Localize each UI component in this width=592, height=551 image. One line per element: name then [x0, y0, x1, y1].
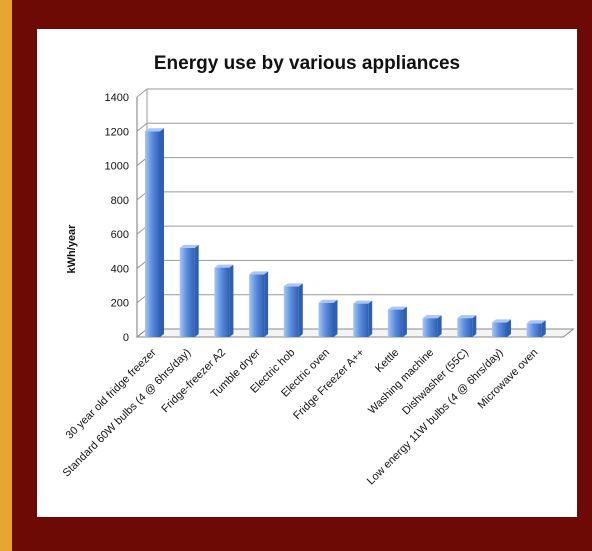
bar-side — [541, 320, 546, 337]
bar — [318, 299, 338, 337]
bar-side — [402, 306, 407, 337]
bar — [249, 271, 269, 337]
bar — [387, 306, 407, 337]
bar-side — [298, 283, 303, 337]
category-label: Fridge-freezer A2 — [159, 347, 228, 416]
bar — [353, 300, 373, 337]
bar-top — [214, 264, 234, 268]
bar — [179, 244, 199, 337]
y-tick-label: 800 — [111, 195, 129, 207]
bar-top — [249, 271, 269, 275]
category-label: Dishwasher (55C) — [400, 347, 471, 418]
gridlines — [135, 88, 575, 338]
bar-side — [437, 315, 442, 337]
bar-top — [526, 320, 546, 324]
bar-side — [264, 271, 269, 337]
bar-top — [179, 244, 199, 248]
bars — [145, 128, 546, 337]
bar-top — [457, 315, 477, 319]
bar-front — [318, 302, 334, 337]
category-label: Microwave oven — [476, 347, 541, 412]
bar-side — [368, 300, 373, 337]
bar-top — [318, 299, 338, 303]
bar-front — [179, 247, 195, 337]
bar-front — [214, 267, 230, 337]
bar — [457, 315, 477, 337]
y-tick-label: 600 — [111, 229, 129, 241]
bar-front — [492, 322, 507, 337]
bar-front — [353, 303, 369, 337]
bar — [145, 128, 164, 337]
y-tick-label: 200 — [111, 298, 129, 310]
bar-front — [526, 323, 542, 337]
bar-front — [145, 131, 160, 337]
bar-side — [194, 244, 199, 337]
y-tick-label: 400 — [111, 263, 129, 275]
bar-top — [283, 283, 303, 287]
bar-top — [145, 128, 164, 132]
y-axis-label: kWh/year — [66, 224, 78, 274]
gridline-depth — [136, 88, 148, 98]
bar-side — [507, 319, 511, 337]
category-label: Standard 60W bulbs (4 @ 6hrs/day) — [61, 347, 194, 480]
bar — [214, 264, 234, 337]
category-label: Kettle — [373, 347, 401, 375]
gridline-depth — [136, 122, 148, 132]
bar — [283, 283, 303, 337]
bar — [492, 319, 511, 337]
bar-front — [422, 318, 438, 337]
bar — [526, 320, 546, 337]
bar-side — [229, 264, 234, 337]
category-label: Washing machine — [366, 347, 436, 417]
bar-side — [472, 315, 477, 337]
bar-front — [387, 309, 403, 337]
chart-title: Energy use by various appliances — [154, 53, 460, 74]
bar-top — [492, 319, 511, 323]
bar-top — [422, 315, 442, 319]
bar-top — [387, 306, 407, 310]
bar-front — [249, 274, 265, 337]
y-tick-label: 1000 — [105, 161, 129, 173]
chart-panel: Energy use by various appliances kWh/yea… — [37, 29, 577, 517]
y-tick-label: 0 — [123, 332, 129, 344]
bar-front — [457, 318, 473, 337]
y-tick-label: 1200 — [105, 126, 129, 138]
y-axis-ticks: 0 200 400 600 800 1000 1200 1400 — [105, 92, 129, 344]
bar-chart: Energy use by various appliances kWh/yea… — [61, 53, 575, 487]
bar — [422, 315, 442, 337]
bar-side — [160, 128, 164, 337]
bar-top — [353, 300, 373, 304]
bar-front — [283, 286, 299, 337]
bar-side — [333, 299, 338, 337]
y-tick-label: 1400 — [105, 92, 129, 104]
